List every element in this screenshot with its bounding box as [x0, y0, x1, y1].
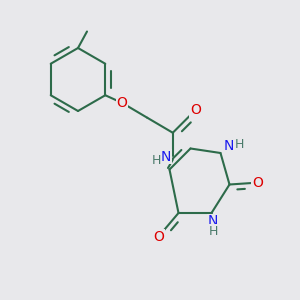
Text: O: O — [252, 176, 263, 190]
Text: N: N — [208, 214, 218, 228]
Text: N: N — [161, 150, 171, 164]
Text: O: O — [116, 96, 127, 110]
Text: H: H — [152, 154, 161, 167]
Text: O: O — [154, 230, 164, 244]
Text: H: H — [208, 225, 218, 238]
Text: O: O — [190, 103, 201, 117]
Text: H: H — [234, 138, 244, 151]
Text: N: N — [224, 140, 234, 153]
